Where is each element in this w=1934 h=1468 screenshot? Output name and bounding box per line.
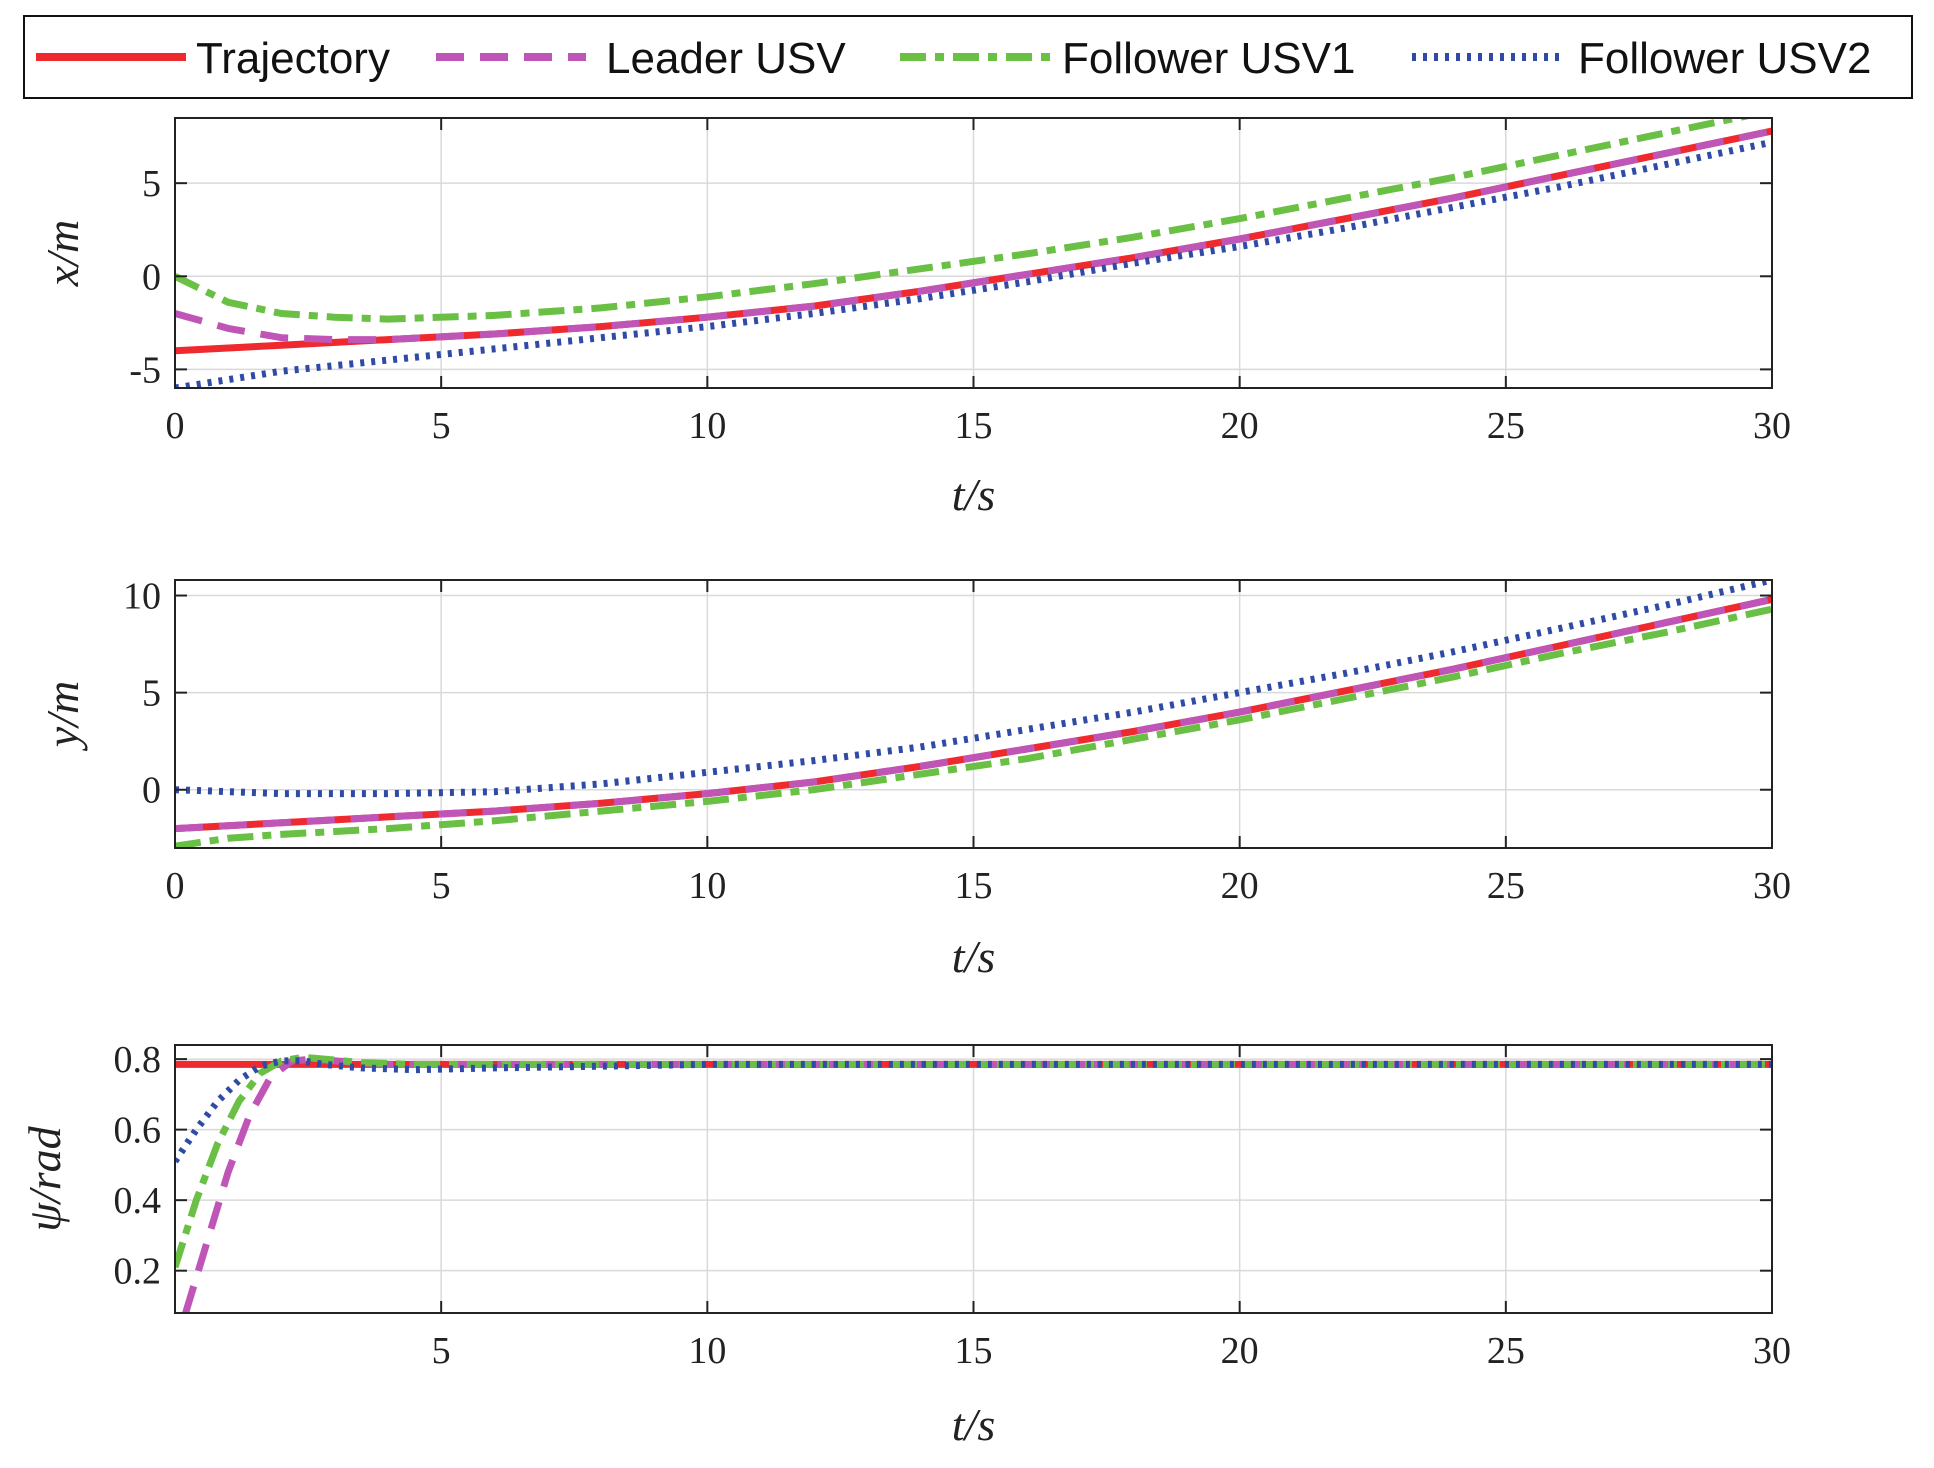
- y-tick-label: 0.8: [114, 1039, 162, 1081]
- series-line-leader: [175, 127, 1772, 344]
- series-line-follower2: [175, 138, 1772, 388]
- x-tick-label: 15: [955, 405, 993, 447]
- y-tick-label: 0.2: [114, 1251, 162, 1293]
- x-tick-label: 10: [688, 405, 726, 447]
- y-tick-label: 0: [142, 770, 161, 812]
- series-line-follower2: [175, 580, 1772, 798]
- x-tick-label: 25: [1487, 405, 1525, 447]
- y-axis-label: x/m: [37, 220, 88, 287]
- x-tick-label: 15: [955, 865, 993, 907]
- y-axis-label: y/m: [37, 681, 88, 751]
- x-tick-label: 10: [688, 1330, 726, 1372]
- x-tick-label: 5: [432, 865, 451, 907]
- x-tick-label: 30: [1753, 1330, 1791, 1372]
- x-tick-label: 25: [1487, 1330, 1525, 1372]
- x-tick-label: 30: [1753, 865, 1791, 907]
- subplot-y-position: 0 5 10 15 20 25 30 0 5 10 t/s y/m: [37, 576, 1791, 982]
- legend-label-trajectory: Trajectory: [196, 34, 390, 83]
- legend: Trajectory Leader USV Follower USV1 Followe…: [23, 15, 1913, 99]
- x-tick-label: 20: [1221, 405, 1259, 447]
- y-tick-label: 5: [142, 163, 161, 205]
- x-tick-label: 10: [688, 865, 726, 907]
- x-axis-label: t/s: [952, 931, 995, 982]
- legend-label-follower1: Follower USV1: [1062, 34, 1355, 83]
- x-tick-label: 30: [1753, 405, 1791, 447]
- y-tick-label: 10: [123, 576, 161, 618]
- subplot-heading: 5 10 15 20 25 30 0.2 0.4 0.6 0.8 t/s ψ/rad: [19, 1039, 1791, 1450]
- x-tick-label: 20: [1221, 1330, 1259, 1372]
- legend-label-leader: Leader USV: [606, 34, 846, 83]
- series-line-follower1: [175, 118, 1754, 323]
- y-tick-label: 0.6: [114, 1110, 162, 1152]
- series-line-leader: [175, 595, 1772, 833]
- series-line-follower2: [175, 1057, 1772, 1164]
- y-tick-label: -5: [129, 349, 161, 391]
- y-axis-label: ψ/rad: [19, 1125, 70, 1231]
- x-tick-label: 5: [432, 1330, 451, 1372]
- y-tick-label: 0.4: [114, 1180, 162, 1222]
- x-axis-label: t/s: [952, 1399, 995, 1450]
- x-tick-label: 25: [1487, 865, 1525, 907]
- x-axis-label: t/s: [952, 469, 995, 520]
- x-tick-label: 20: [1221, 865, 1259, 907]
- x-tick-label: 0: [166, 405, 185, 447]
- series-line-follower1: [175, 605, 1772, 848]
- y-tick-label: 5: [142, 673, 161, 715]
- x-tick-label: 5: [432, 405, 451, 447]
- y-tick-label: 0: [142, 256, 161, 298]
- legend-label-follower2: Follower USV2: [1578, 34, 1871, 83]
- x-tick-label: 15: [955, 1330, 993, 1372]
- x-tick-label: 0: [166, 865, 185, 907]
